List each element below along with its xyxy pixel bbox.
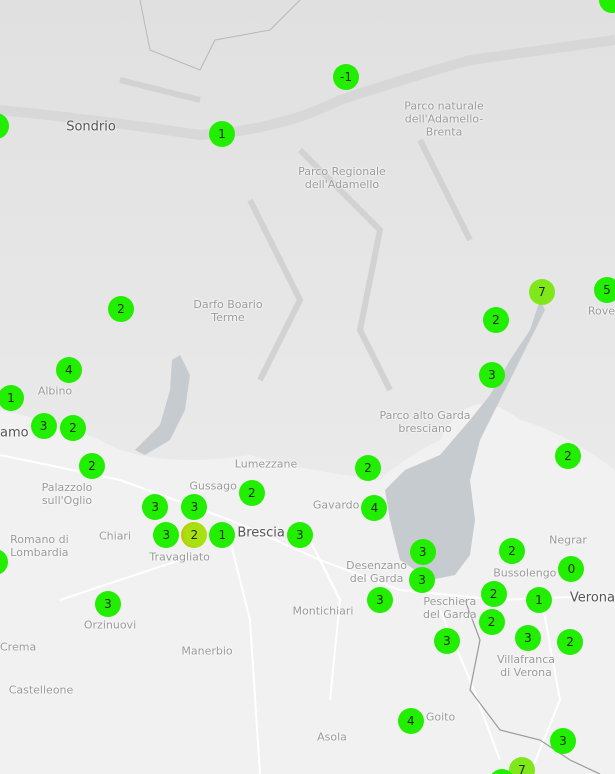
map-marker[interactable]: 3 — [153, 522, 180, 549]
map-marker[interactable]: 4 — [361, 495, 388, 521]
place-label: Asola — [317, 730, 347, 744]
map-marker[interactable] — [0, 113, 9, 139]
map-marker[interactable]: 2 — [181, 522, 208, 549]
map-marker[interactable]: 3 — [286, 522, 313, 548]
place-label: Negrar — [549, 533, 587, 547]
map-marker[interactable] — [489, 769, 515, 774]
place-label: Peschiera del Garda — [423, 594, 477, 621]
place-label: Lumezzane — [234, 457, 298, 471]
place-label: Verona — [569, 590, 615, 606]
lake-garda — [385, 300, 545, 580]
map-marker[interactable]: 3 — [181, 494, 208, 521]
lake-iseo — [135, 355, 190, 455]
map-marker[interactable]: 3 — [515, 624, 541, 651]
map-marker[interactable]: 5 — [594, 276, 615, 303]
place-label: Brescia — [237, 525, 285, 541]
place-label: Albino — [37, 384, 73, 398]
place-label: Crema — [0, 640, 37, 654]
place-label: Villafranca di Verona — [496, 652, 556, 679]
map-marker[interactable]: 2 — [108, 296, 134, 322]
place-label: Palazzolo sull'Oglio — [41, 480, 93, 507]
map-marker[interactable]: 3 — [550, 728, 576, 754]
place-label: Parco alto Garda bresciano — [379, 409, 471, 435]
map-marker[interactable]: 3 — [479, 362, 505, 388]
map-marker[interactable]: 2 — [355, 455, 381, 481]
place-label: Bussolengo — [493, 566, 557, 580]
map-marker[interactable]: 2 — [238, 480, 265, 506]
map-marker[interactable]: 2 — [557, 629, 584, 655]
map-marker[interactable]: 3 — [142, 493, 169, 520]
map-marker[interactable]: 1 — [209, 121, 235, 147]
map-marker[interactable]: 2 — [79, 452, 105, 479]
map-marker[interactable]: 7 — [509, 757, 535, 774]
place-label: Manerbio — [181, 644, 233, 658]
place-label: amo — [0, 425, 29, 441]
map-marker[interactable]: 3 — [30, 413, 57, 439]
map-marker[interactable]: 0 — [558, 556, 585, 582]
map-marker[interactable]: 4 — [397, 708, 424, 734]
map-marker[interactable]: 2 — [60, 415, 86, 441]
map-marker[interactable]: 3 — [409, 538, 436, 565]
place-label: Gavardo — [312, 498, 360, 512]
map-marker[interactable]: 2 — [480, 581, 507, 608]
place-label: Sondrio — [66, 119, 116, 135]
map-marker[interactable]: 7 — [529, 279, 555, 305]
place-label: Orzinuovi — [83, 618, 137, 632]
map-marker[interactable]: -1 — [333, 64, 359, 90]
place-label: Chiari — [98, 529, 132, 543]
place-label: Travagliato — [149, 550, 210, 564]
map-marker[interactable]: 1 — [526, 587, 552, 613]
place-label: Montichiari — [292, 604, 354, 618]
place-label: Parco naturale dell'Adamello- Brenta — [404, 99, 484, 139]
map-marker[interactable]: 4 — [0, 549, 9, 575]
place-label: Parco Regionale dell'Adamello — [298, 165, 386, 191]
map-marker[interactable]: 3 — [434, 628, 460, 654]
map-marker[interactable] — [599, 0, 615, 13]
map-marker[interactable]: 4 — [56, 356, 82, 383]
map-marker[interactable]: 2 — [555, 443, 581, 469]
map-marker[interactable]: 3 — [95, 590, 121, 617]
map-marker[interactable]: 2 — [483, 307, 509, 333]
map-marker[interactable]: 3 — [367, 586, 393, 613]
map-marker[interactable]: 1 — [0, 385, 24, 411]
map-marker[interactable]: 1 — [209, 522, 236, 549]
map-marker[interactable]: 2 — [499, 538, 525, 565]
place-label: Castelleone — [8, 683, 74, 697]
place-label: Gussago — [189, 479, 237, 493]
place-label: Rove — [587, 304, 615, 318]
map-marker[interactable]: 3 — [409, 566, 436, 593]
map-marker[interactable]: 2 — [478, 609, 505, 636]
place-label: Darfo Boario Terme — [193, 298, 263, 324]
place-label: Desenzano del Garda — [346, 558, 408, 585]
place-label: Romano di Lombardia — [10, 533, 69, 559]
place-label: Goito — [425, 710, 456, 724]
